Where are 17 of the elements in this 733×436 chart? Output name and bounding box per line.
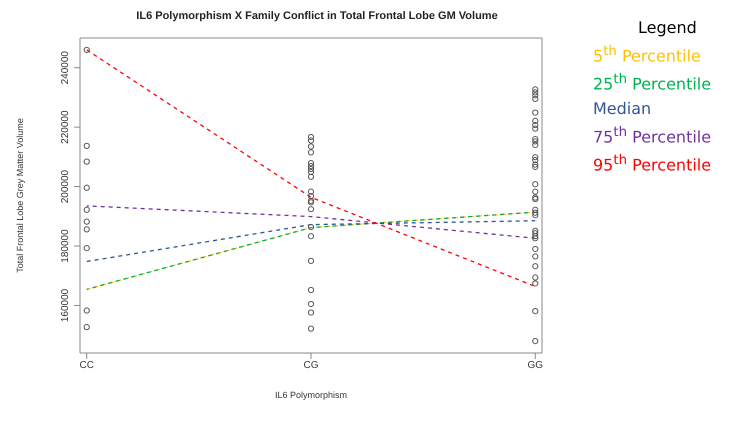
- text: 5$^{th}$ Percentile: [593, 43, 702, 68]
- x-tick-label: CG: [304, 360, 319, 372]
- y-tick-label: 240000: [60, 50, 71, 84]
- y-axis-title: Total Frontal Lobe Grey Matter Volume: [15, 118, 26, 273]
- y-tick-label: 200000: [60, 169, 71, 204]
- x-tick-label: GG: [527, 360, 544, 372]
- x-axis-title: IL6 Polymorphism: [274, 390, 348, 400]
- y-tick-label: 180000: [60, 228, 71, 263]
- y-tick-label: 220000: [60, 110, 71, 144]
- legend-title: Legend: [637, 17, 698, 39]
- text: 75$^{th}$ Percentile: [593, 124, 712, 148]
- y-tick-label: 160000: [60, 288, 71, 322]
- text: Median: [593, 98, 652, 120]
- text: 95$^{th}$ Percentile: [593, 152, 712, 176]
- text: 25$^{th}$ Percentile: [593, 71, 712, 96]
- chart-title: IL6 Polymorphism X Family Conflict in Total Frontal Lobe GM Volume: [135, 10, 499, 22]
- x-tick-label: CC: [80, 360, 94, 372]
